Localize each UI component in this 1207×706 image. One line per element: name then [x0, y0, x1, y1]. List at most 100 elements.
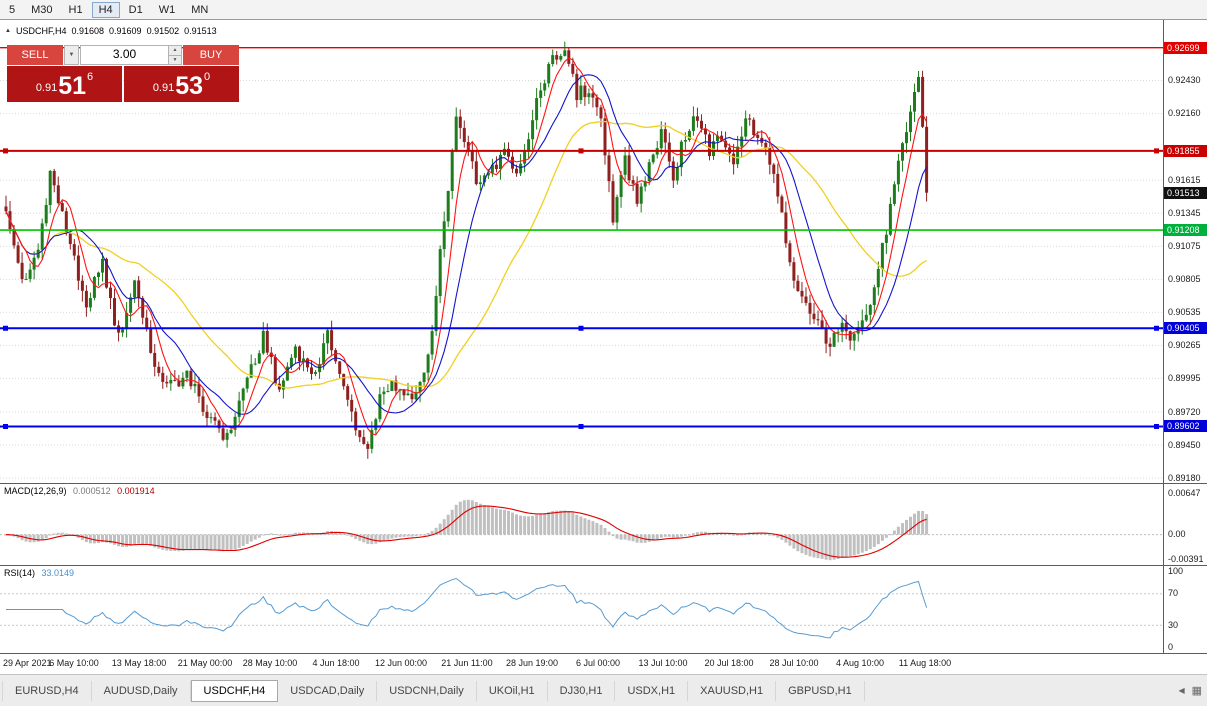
timeframe-d1[interactable]: D1	[128, 3, 143, 16]
timeframe-w1[interactable]: W1	[158, 3, 176, 16]
rsi-indicator-panel: RSI(14) 33.0149 100 70 30 0	[0, 566, 1207, 654]
tab-xauusd-h1[interactable]: XAUUSD,H1	[688, 680, 777, 701]
macd-signal-line	[5, 505, 927, 558]
ma-line-slow	[5, 120, 927, 389]
close-value: 0.91513	[184, 26, 217, 36]
hline-handle[interactable]	[1154, 423, 1159, 429]
buy-price-big: 53	[175, 72, 204, 100]
time-label: 28 May 10:00	[242, 658, 298, 668]
hline-handle[interactable]	[3, 423, 8, 429]
time-label: 21 Jun 11:00	[441, 658, 493, 668]
price-badge: 0.91855	[1164, 145, 1207, 157]
price-tick: 0.89995	[1168, 373, 1201, 383]
buy-price[interactable]: 0.91 53 0	[124, 66, 239, 102]
price-tick: 0.89180	[1168, 473, 1201, 483]
rsi-line	[6, 577, 928, 639]
macd-tick: 0.00647	[1168, 488, 1201, 498]
macd-signal-value: 0.001914	[117, 486, 155, 496]
timeframe-5[interactable]: 5	[9, 3, 16, 16]
order-type-dropdown[interactable]: ▼	[64, 45, 79, 65]
time-label: 20 Jul 18:00	[704, 658, 754, 668]
timeframe-h1[interactable]: H1	[68, 3, 83, 16]
volume-down-icon[interactable]: ▼	[169, 55, 181, 64]
rsi-label: RSI(14) 33.0149	[4, 568, 78, 578]
price-badge: 0.92699	[1164, 42, 1207, 54]
buy-button[interactable]: BUY	[183, 45, 239, 65]
open-value: 0.91608	[71, 26, 105, 36]
hline-handle[interactable]	[578, 325, 584, 331]
tab-usdx-h1[interactable]: USDX,H1	[615, 680, 689, 701]
chart-windows-icon[interactable]: ▦	[1191, 685, 1202, 697]
volume-value[interactable]: 3.00	[112, 47, 137, 61]
sell-button[interactable]: SELL	[7, 45, 63, 65]
macd-tick: -0.00391	[1168, 554, 1204, 564]
tab-usdcnh-daily[interactable]: USDCNH,Daily	[377, 680, 477, 701]
time-label: 21 May 00:00	[177, 658, 233, 668]
macd-chart[interactable]	[0, 484, 1163, 565]
time-label: 4 Jun 18:00	[312, 658, 360, 668]
macd-tick: 0.00	[1168, 529, 1186, 539]
tab-dj30-h1[interactable]: DJ30,H1	[548, 680, 616, 701]
price-plot[interactable]: ▲ USDCHF,H4 0.91608 0.91609 0.91502 0.91…	[0, 20, 1163, 483]
tab-gbpusd-h1[interactable]: GBPUSD,H1	[776, 680, 865, 701]
candlestick-chart[interactable]	[0, 20, 1163, 483]
caret-down-icon: ▼	[68, 52, 75, 58]
price-tick: 0.90805	[1168, 274, 1201, 284]
macd-axis[interactable]: 0.00647 0.00 -0.00391	[1163, 484, 1207, 565]
price-tick: 0.89450	[1168, 440, 1201, 450]
price-tick: 0.90535	[1168, 307, 1201, 317]
hline-handle[interactable]	[1154, 325, 1159, 331]
price-axis[interactable]: 0.92430 0.92160 0.91615 0.91345 0.91075 0.908…	[1163, 20, 1207, 483]
macd-plot[interactable]: MACD(12,26,9) 0.000512 0.001914	[0, 484, 1163, 565]
price-badge: 0.89602	[1164, 420, 1207, 432]
hline-handle[interactable]	[578, 423, 584, 429]
volume-spinner: ▲ ▼	[168, 46, 181, 64]
timeframe-mn[interactable]: MN	[191, 3, 209, 16]
rsi-tick: 70	[1168, 588, 1179, 598]
rsi-chart[interactable]	[0, 566, 1163, 653]
timeframe-m30[interactable]: M30	[31, 3, 53, 16]
price-badge: 0.91513	[1164, 187, 1207, 199]
tab-ukoil-h1[interactable]: UKOil,H1	[477, 680, 548, 701]
sell-price-big: 51	[58, 72, 87, 100]
timeframe-h4[interactable]: H4	[91, 1, 120, 18]
sell-price[interactable]: 0.91 51 6	[7, 66, 122, 102]
buy-price-prefix: 0.91	[152, 82, 175, 94]
rsi-title: RSI(14)	[4, 568, 36, 578]
price-tick: 0.92430	[1168, 75, 1201, 85]
rsi-plot[interactable]: RSI(14) 33.0149	[0, 566, 1163, 653]
volume-input[interactable]: 3.00 ▲ ▼	[80, 45, 182, 65]
macd-main-value: 0.000512	[73, 486, 111, 496]
time-label: 28 Jul 10:00	[769, 658, 819, 668]
tab-usdchf-h4[interactable]: USDCHF,H4	[190, 679, 279, 702]
tab-eurusd-h4[interactable]: EURUSD,H4	[2, 680, 92, 701]
tabbar-right-controls: ◀ ▦	[1178, 684, 1202, 697]
price-tick: 0.89720	[1168, 407, 1201, 417]
sell-price-prefix: 0.91	[35, 82, 58, 94]
rsi-axis[interactable]: 100 70 30 0	[1163, 566, 1207, 653]
price-tick: 0.91075	[1168, 241, 1201, 251]
macd-label: MACD(12,26,9) 0.000512 0.001914	[4, 486, 159, 496]
time-label: 11 Aug 18:00	[898, 658, 952, 668]
candles	[4, 41, 929, 459]
macd-indicator-panel: MACD(12,26,9) 0.000512 0.001914 0.00647 0…	[0, 484, 1207, 566]
time-axis[interactable]: 29 Apr 2021 6 May 10:00 13 May 18:00 21 May…	[0, 654, 1207, 674]
price-badge: 0.91208	[1164, 224, 1207, 236]
high-value: 0.91609	[109, 26, 142, 36]
low-value: 0.91502	[146, 26, 180, 36]
hline-handle[interactable]	[3, 148, 8, 154]
time-label: 13 May 18:00	[111, 658, 167, 668]
symbol-label: USDCHF,H4	[15, 26, 67, 36]
tab-scroll-left-icon[interactable]: ◀	[1178, 686, 1185, 695]
tab-usdcad-daily[interactable]: USDCAD,Daily	[278, 680, 378, 701]
hline-handle[interactable]	[1154, 148, 1159, 154]
rsi-tick: 0	[1168, 642, 1174, 652]
symbol-arrow-icon: ▲	[5, 28, 11, 34]
time-label: 6 May 10:00	[49, 658, 99, 668]
tab-audusd-daily[interactable]: AUDUSD,Daily	[92, 680, 191, 701]
price-chart-panel: ▲ USDCHF,H4 0.91608 0.91609 0.91502 0.91…	[0, 20, 1207, 484]
volume-up-icon[interactable]: ▲	[169, 46, 181, 56]
hline-handle[interactable]	[578, 148, 584, 154]
hline-handle[interactable]	[3, 325, 8, 331]
